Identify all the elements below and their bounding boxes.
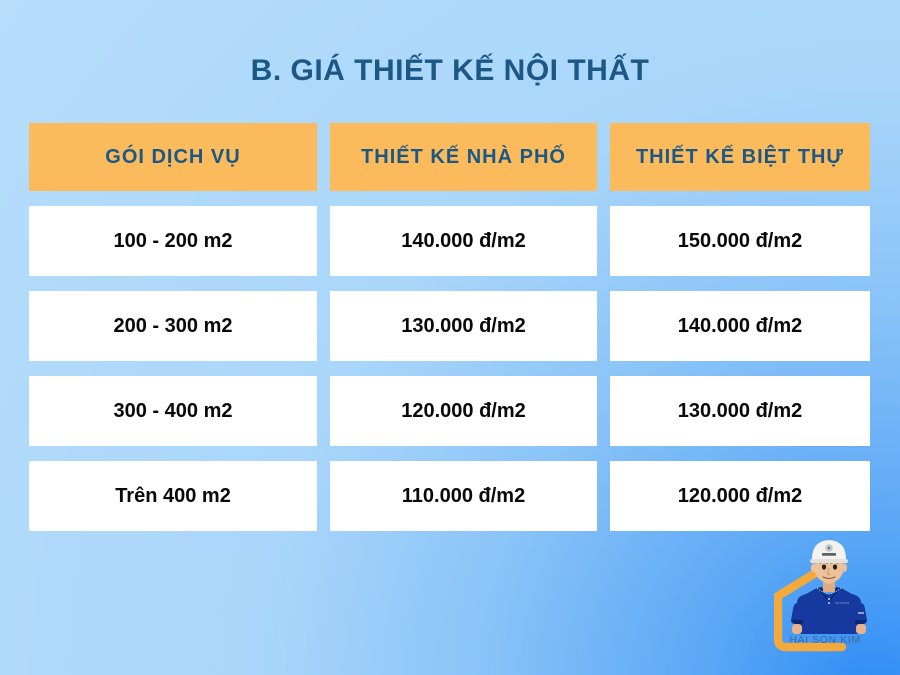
svg-text:HAI SON KIM: HAI SON KIM	[835, 602, 849, 605]
svg-text:HAI SON KIM: HAI SON KIM	[789, 634, 860, 646]
